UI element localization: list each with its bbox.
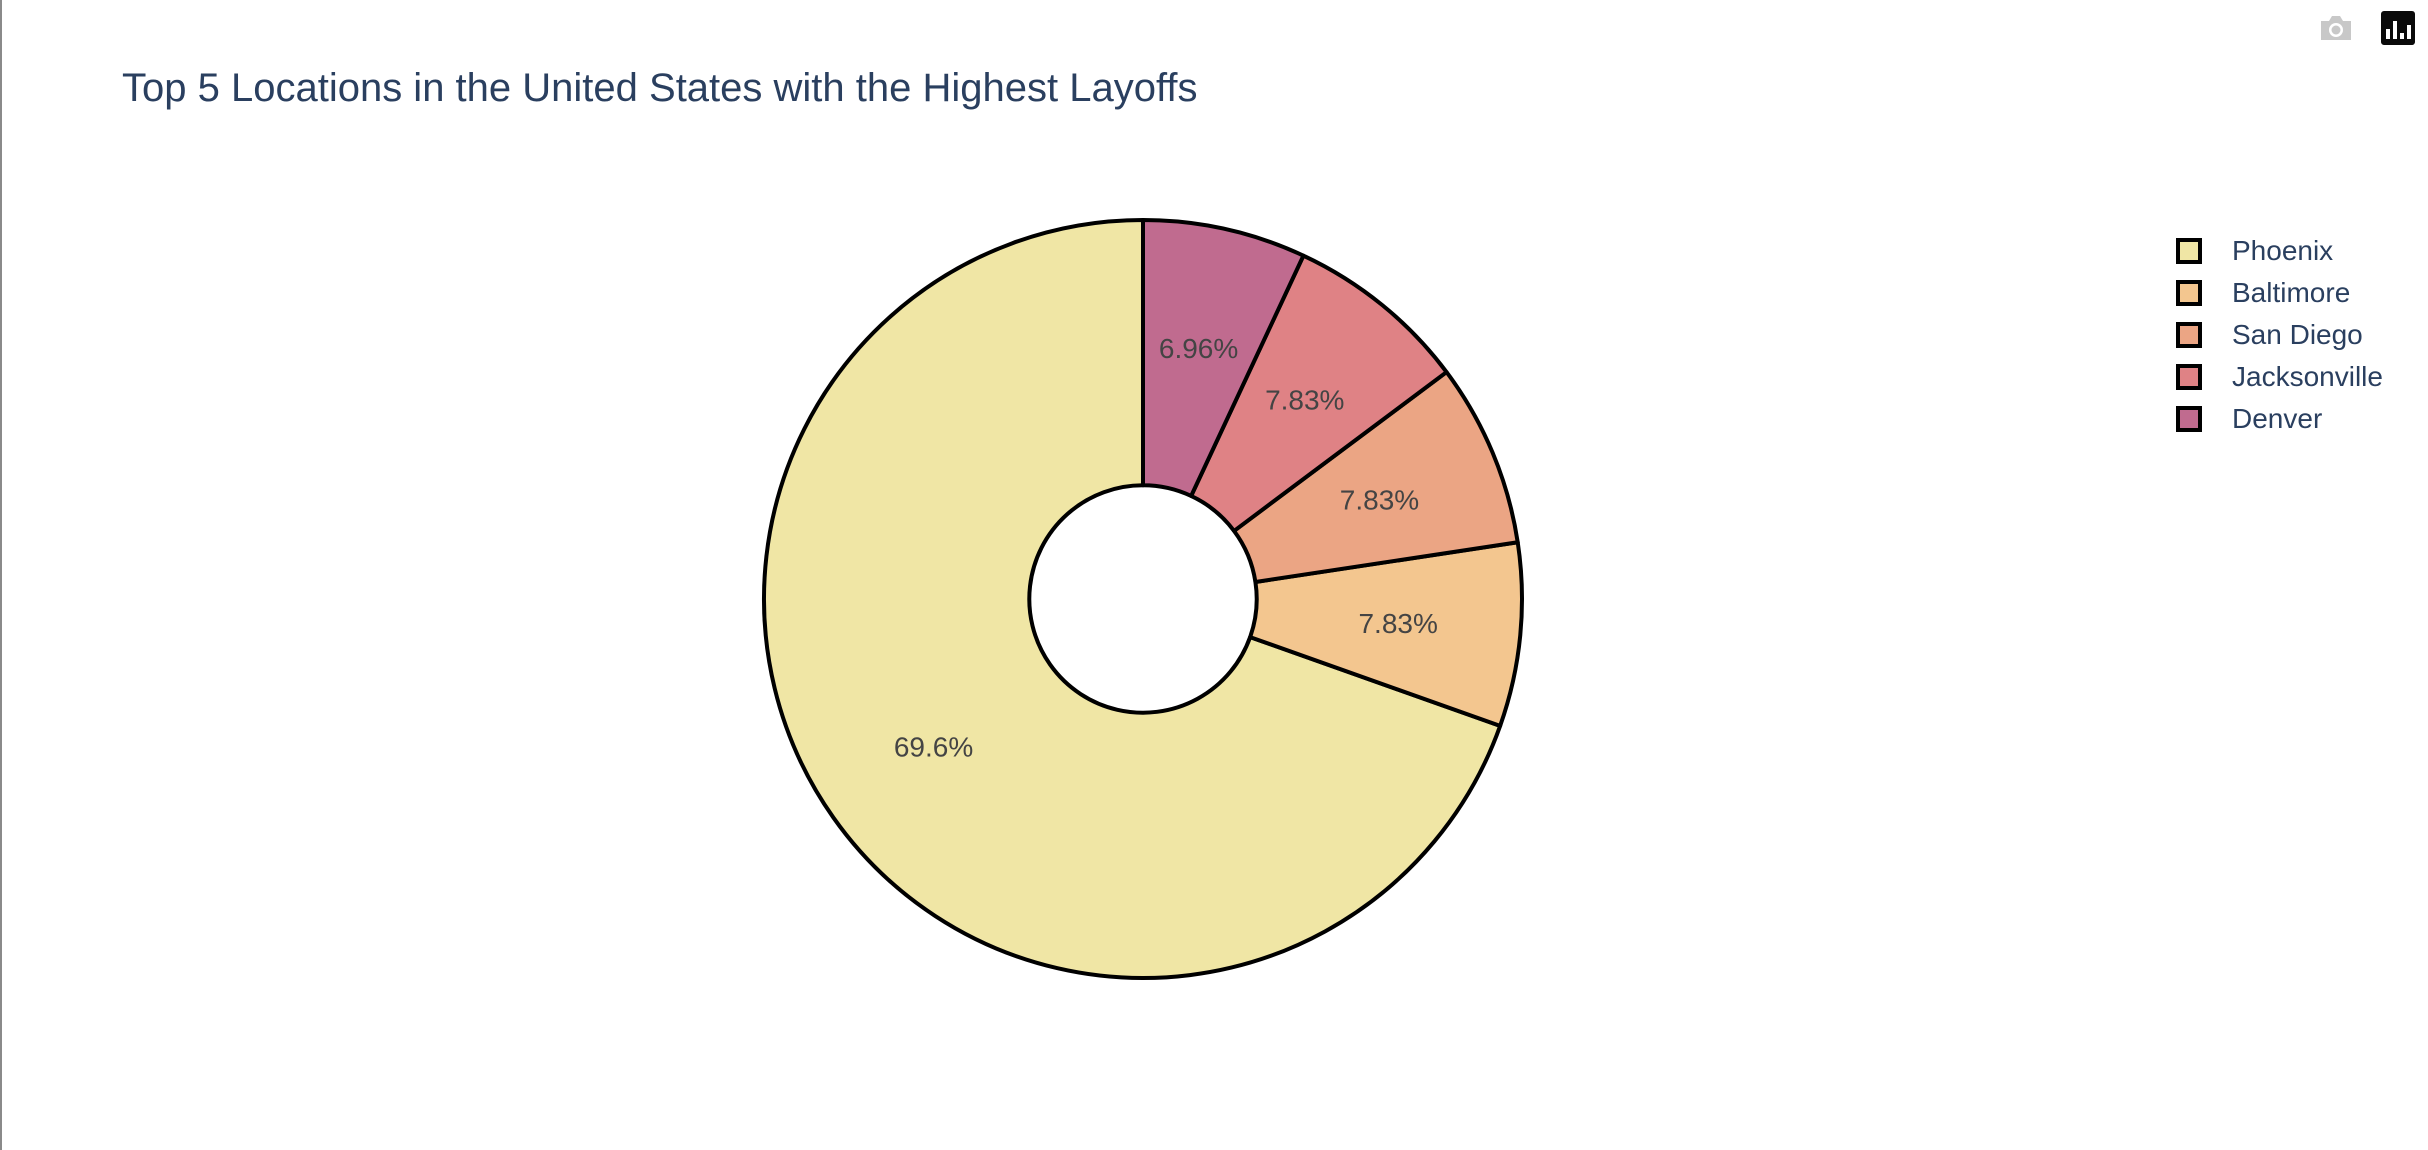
pie-slice-baltimore[interactable] xyxy=(1248,540,1524,728)
slice-label-baltimore: 7.83% xyxy=(1358,608,1437,639)
slice-label-jacksonville: 7.83% xyxy=(1265,385,1344,416)
legend-label: Baltimore xyxy=(2232,277,2351,308)
camera-icon[interactable] xyxy=(2316,8,2356,48)
slice-label-denver: 6.96% xyxy=(1159,333,1238,364)
legend-item-san-diego[interactable]: San Diego xyxy=(2176,314,2383,356)
legend: Phoenix Baltimore San Diego Jacksonville… xyxy=(2176,230,2383,440)
pie-slice-san-diego[interactable] xyxy=(1232,370,1520,584)
legend-swatch xyxy=(2176,406,2202,432)
legend-item-denver[interactable]: Denver xyxy=(2176,398,2383,440)
legend-label: Denver xyxy=(2232,403,2323,434)
legend-label: Phoenix xyxy=(2232,235,2334,266)
legend-swatch xyxy=(2176,280,2202,306)
slice-label-phoenix: 69.6% xyxy=(894,731,973,762)
legend-label: San Diego xyxy=(2232,319,2363,350)
legend-item-phoenix[interactable]: Phoenix xyxy=(2176,230,2383,272)
legend-item-baltimore[interactable]: Baltimore xyxy=(2176,272,2383,314)
pie-slice-denver[interactable] xyxy=(1141,218,1306,498)
chart-title: Top 5 Locations in the United States wit… xyxy=(122,66,1198,110)
legend-swatch xyxy=(2176,322,2202,348)
pie-slice-jacksonville[interactable] xyxy=(1189,253,1449,533)
pie-slice-phoenix[interactable] xyxy=(762,218,1503,980)
legend-swatch xyxy=(2176,238,2202,264)
legend-label: Jacksonville xyxy=(2232,361,2383,392)
modebar xyxy=(2316,8,2418,48)
legend-item-jacksonville[interactable]: Jacksonville xyxy=(2176,356,2383,398)
legend-swatch xyxy=(2176,364,2202,390)
left-border xyxy=(0,0,2,1150)
slice-label-san-diego: 7.83% xyxy=(1340,485,1419,516)
plotly-logo-icon[interactable] xyxy=(2378,8,2418,48)
